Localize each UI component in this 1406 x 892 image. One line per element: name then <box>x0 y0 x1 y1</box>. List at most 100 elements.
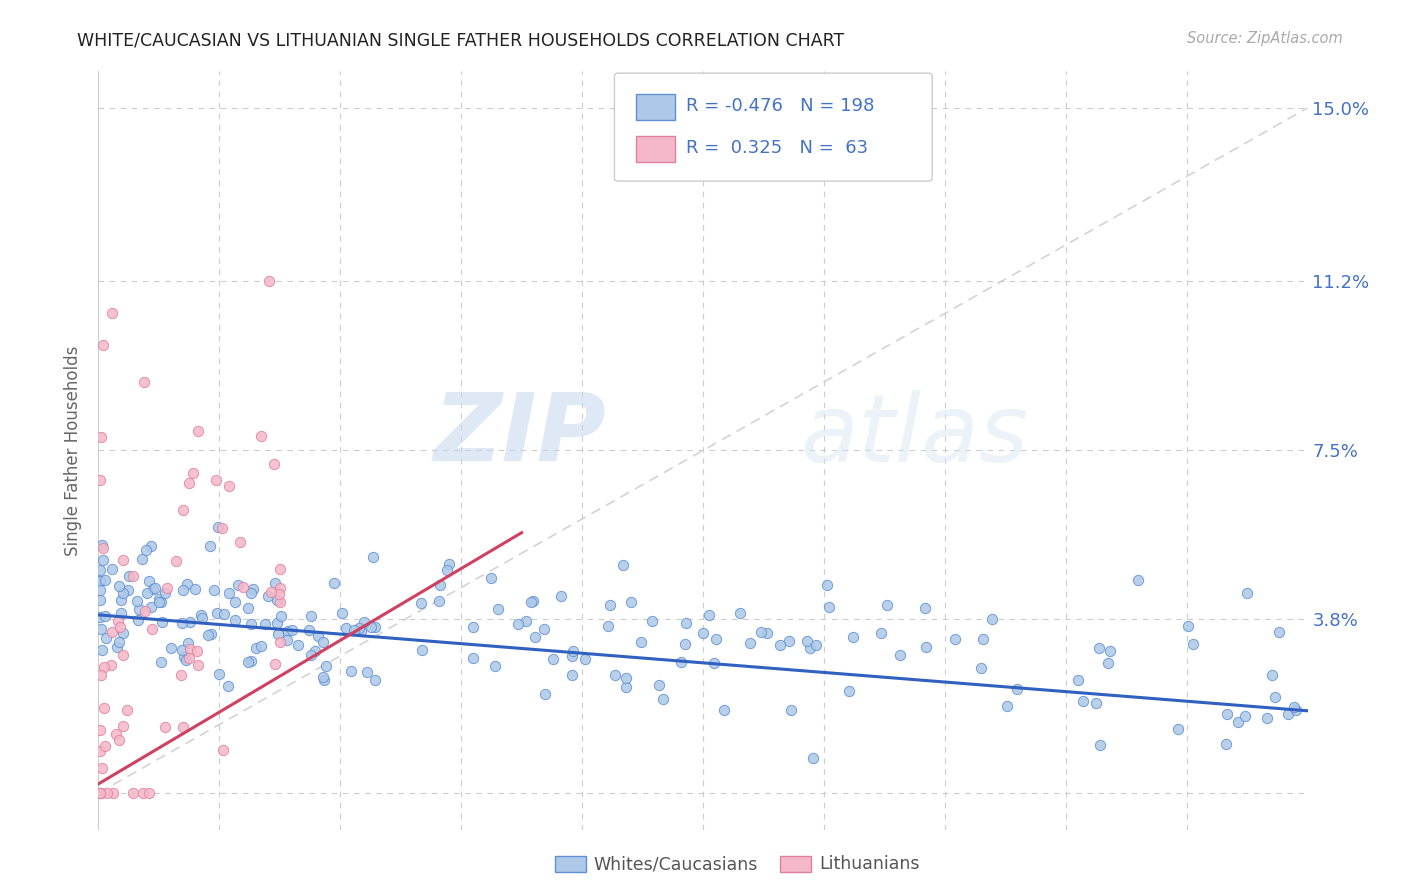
Point <box>170 616 193 631</box>
Point <box>117 583 139 598</box>
Point <box>90 622 112 636</box>
Point <box>630 634 652 648</box>
Point <box>156 581 179 595</box>
Point <box>264 657 287 671</box>
Point <box>1264 690 1286 704</box>
Point <box>266 615 288 630</box>
Point <box>1182 637 1205 651</box>
Point <box>257 589 280 603</box>
Point <box>276 633 298 648</box>
Point <box>229 534 252 549</box>
Point <box>1126 573 1149 587</box>
Point <box>239 616 262 631</box>
Point <box>89 582 111 597</box>
Point <box>190 607 212 622</box>
Point <box>153 720 176 734</box>
Point <box>562 644 585 658</box>
Point <box>914 600 936 615</box>
Point <box>128 602 150 616</box>
Point <box>150 656 173 670</box>
Point <box>179 650 201 665</box>
Point <box>239 653 262 667</box>
Point <box>756 626 779 640</box>
Point <box>94 608 117 623</box>
Point <box>1177 619 1199 633</box>
Point <box>89 723 111 737</box>
Point <box>218 479 240 493</box>
Point <box>112 553 135 567</box>
Point <box>96 631 118 645</box>
Point <box>263 457 285 471</box>
Point <box>713 703 735 717</box>
Point <box>177 636 200 650</box>
Point <box>239 585 262 599</box>
Point <box>299 609 322 624</box>
Point <box>89 593 111 607</box>
Point <box>100 657 122 672</box>
Text: WHITE/CAUCASIAN VS LITHUANIAN SINGLE FATHER HOUSEHOLDS CORRELATION CHART: WHITE/CAUCASIAN VS LITHUANIAN SINGLE FAT… <box>77 31 845 49</box>
Point <box>307 629 329 643</box>
Point <box>614 671 637 685</box>
Point <box>93 660 115 674</box>
Point <box>135 543 157 558</box>
Point <box>409 596 432 610</box>
Point <box>141 622 163 636</box>
Point <box>134 604 156 618</box>
Point <box>315 659 337 673</box>
Point <box>614 680 637 694</box>
Point <box>108 578 131 592</box>
Point <box>697 607 720 622</box>
Point <box>360 620 382 634</box>
Point <box>970 661 993 675</box>
Point <box>118 568 141 582</box>
Point <box>107 733 129 747</box>
Point <box>142 582 165 596</box>
Point <box>101 306 124 320</box>
Point <box>269 587 291 601</box>
Point <box>648 678 671 692</box>
Point <box>91 553 114 567</box>
Point <box>150 595 173 609</box>
Text: Lithuanians: Lithuanians <box>820 855 920 873</box>
Point <box>437 557 460 571</box>
Point <box>533 622 555 636</box>
Point <box>541 652 564 666</box>
Point <box>486 602 509 616</box>
Point <box>264 576 287 591</box>
Point <box>838 683 860 698</box>
Point <box>620 595 643 609</box>
Point <box>550 589 572 603</box>
Point <box>1084 696 1107 710</box>
Point <box>312 635 335 649</box>
Point <box>269 634 291 648</box>
Point <box>224 595 246 609</box>
Point <box>138 574 160 588</box>
Point <box>91 541 114 555</box>
Point <box>179 615 201 630</box>
Text: R =  0.325   N =  63: R = 0.325 N = 63 <box>686 139 869 157</box>
Point <box>139 539 162 553</box>
Y-axis label: Single Father Households: Single Father Households <box>65 345 83 556</box>
Point <box>364 673 387 687</box>
Point <box>869 626 891 640</box>
Point <box>172 720 194 734</box>
Point <box>778 634 800 648</box>
Point <box>436 563 458 577</box>
Point <box>353 615 375 629</box>
Point <box>112 648 135 663</box>
Point <box>122 786 145 800</box>
Point <box>561 668 583 682</box>
Point <box>257 275 280 289</box>
Point <box>267 627 290 641</box>
Point <box>704 632 727 646</box>
Text: atlas: atlas <box>800 390 1028 481</box>
Text: ZIP: ZIP <box>433 389 606 482</box>
Point <box>89 430 111 444</box>
Point <box>110 593 132 607</box>
Point <box>100 561 122 575</box>
Point <box>1282 699 1305 714</box>
Point <box>245 640 267 655</box>
Point <box>207 520 229 534</box>
Point <box>111 625 134 640</box>
Point <box>224 613 246 627</box>
